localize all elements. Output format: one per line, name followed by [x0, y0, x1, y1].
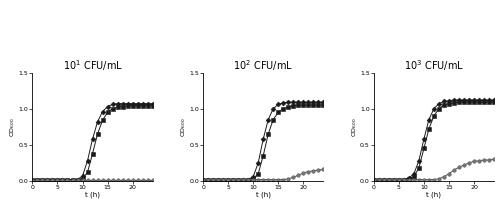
X-axis label: t (h): t (h) [255, 192, 271, 198]
Y-axis label: OD$_{600}$: OD$_{600}$ [8, 117, 17, 137]
Title: 10$^1$ CFU/mL: 10$^1$ CFU/mL [62, 58, 123, 73]
X-axis label: t (h): t (h) [85, 192, 100, 198]
Y-axis label: OD$_{600}$: OD$_{600}$ [350, 117, 358, 137]
Y-axis label: OD$_{600}$: OD$_{600}$ [179, 117, 188, 137]
Title: 10$^2$ CFU/mL: 10$^2$ CFU/mL [233, 58, 293, 73]
Title: 10$^3$ CFU/mL: 10$^3$ CFU/mL [404, 58, 464, 73]
Legend: TSB, TSB+polymyxin B+Tween 20, TSB+polymyxin B+Tween 20+10% NaCl: TSB, TSB+polymyxin B+Tween 20, TSB+polym… [344, 37, 491, 63]
X-axis label: t (h): t (h) [427, 192, 442, 198]
